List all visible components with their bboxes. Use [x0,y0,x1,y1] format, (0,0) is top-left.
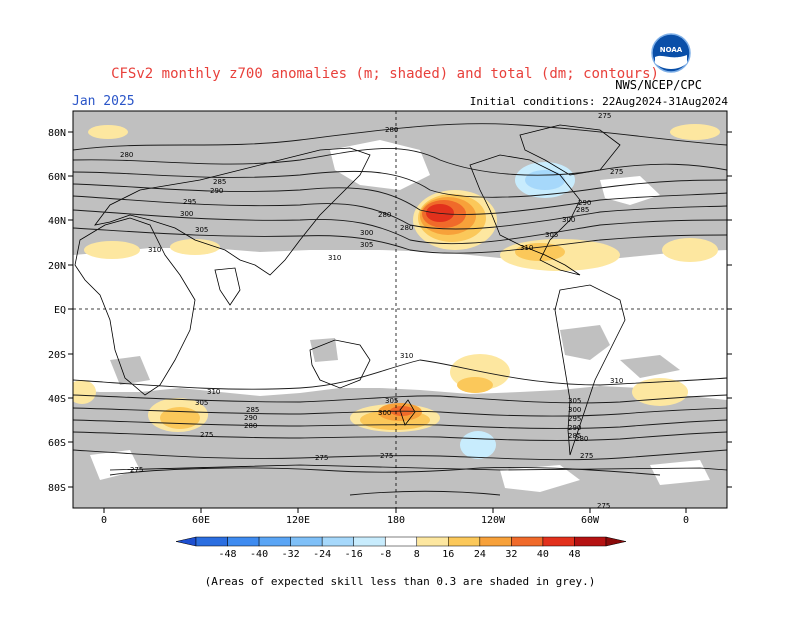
colorbar-swatch [227,536,260,547]
lon-label: 120E [286,515,310,526]
colorbar-swatch [511,536,544,547]
colorbar-tick-label: -40 [250,549,268,560]
svg-text:280: 280 [244,422,257,430]
svg-text:300: 300 [360,229,373,237]
colorbar-min-arrow [175,536,197,547]
lon-label: 60E [192,515,210,526]
svg-text:280: 280 [575,435,588,443]
chart-title: CFSv2 monthly z700 anomalies (m; shaded)… [111,66,659,82]
colorbar-tick-label: 16 [442,549,454,560]
svg-text:290: 290 [578,199,591,207]
lat-label: 20N [48,261,66,272]
colorbar-swatch [195,536,228,547]
colorbar-swatch [479,536,512,547]
svg-text:290: 290 [568,424,581,432]
initial-conditions: Initial conditions: 22Aug2024-31Aug2024 [469,95,728,108]
svg-text:305: 305 [568,397,581,405]
tropical-no-grey-band [73,248,727,400]
colorbar-swatch [258,536,291,547]
svg-text:280: 280 [378,211,391,219]
lon-label: 0 [683,515,689,526]
svg-text:295: 295 [183,198,196,206]
colorbar-tick-label: 32 [505,549,517,560]
svg-text:295: 295 [568,415,581,423]
colorbar-tick-label: -8 [379,549,391,560]
svg-text:310: 310 [207,388,220,396]
colorbar-swatch [542,536,575,547]
org-label: NWS/NCEP/CPC [615,78,702,92]
svg-text:305: 305 [385,397,398,405]
colorbar-tick-label: -16 [345,549,363,560]
svg-text:310: 310 [148,246,161,254]
lat-label: 60S [48,438,66,449]
svg-text:275: 275 [597,502,610,510]
lon-label: 0 [101,515,107,526]
svg-text:275: 275 [130,466,143,474]
colorbar-tick-label: 48 [568,549,580,560]
colorbar-max-arrow [605,536,627,547]
svg-text:310: 310 [520,244,533,252]
svg-text:275: 275 [315,454,328,462]
lon-label: 180 [387,515,405,526]
lon-label: 120W [481,515,506,526]
colorbar-tick-label: 40 [537,549,549,560]
lat-label: 60N [48,172,66,183]
svg-text:310: 310 [328,254,341,262]
svg-text:275: 275 [380,452,393,460]
colorbar-swatch [574,536,607,547]
svg-text:285: 285 [213,178,226,186]
colorbar-tick-label: -24 [313,549,331,560]
colorbar: -48 -40 -32 -24 -16 -8 8 16 24 32 40 48 [175,536,627,560]
colorbar-tick-label: -48 [219,549,237,560]
svg-text:290: 290 [210,187,223,195]
lon-label: 60W [581,515,600,526]
colorbar-swatch [448,536,481,547]
latitude-axis: 80N 60N 40N 20N EQ 20S 40S 60S 80S [48,128,732,494]
svg-text:285: 285 [568,432,581,440]
longitude-axis: 0 60E 120E 180 120W 60W 0 [101,508,689,526]
forecast-month: Jan 2025 [72,94,135,109]
svg-text:285: 285 [246,406,259,414]
footnote: (Areas of expected skill less than 0.3 a… [204,575,596,588]
lat-label: EQ [54,305,66,316]
svg-text:280: 280 [400,224,413,232]
svg-text:280: 280 [385,126,398,134]
svg-text:305: 305 [195,399,208,407]
colorbar-swatch [290,536,323,547]
colorbar-tick-label: 8 [414,549,420,560]
svg-text:300: 300 [568,406,581,414]
colorbar-swatch [321,536,354,547]
colorbar-swatch [384,536,418,547]
svg-text:280: 280 [120,151,133,159]
svg-text:275: 275 [598,112,611,120]
lat-label: 40S [48,394,66,405]
lat-label: 80S [48,483,66,494]
colorbar-tick-label: -32 [282,549,300,560]
lat-label: 20S [48,350,66,361]
svg-text:290: 290 [244,414,257,422]
svg-text:275: 275 [580,452,593,460]
svg-text:285: 285 [576,206,589,214]
colorbar-swatch [416,536,449,547]
svg-text:305: 305 [545,231,558,239]
svg-text:300: 300 [180,210,193,218]
lat-label: 80N [48,128,66,139]
svg-text:NOAA: NOAA [660,46,683,54]
svg-text:275: 275 [610,168,623,176]
svg-text:275: 275 [200,431,213,439]
svg-text:300: 300 [378,409,391,417]
svg-text:305: 305 [360,241,373,249]
noaa-logo-icon: NOAA [651,33,691,73]
svg-text:300: 300 [562,216,575,224]
lat-label: 40N [48,216,66,227]
colorbar-swatch [353,536,386,547]
svg-text:310: 310 [610,377,623,385]
svg-text:310: 310 [400,352,413,360]
colorbar-tick-label: 24 [474,549,486,560]
svg-text:305: 305 [195,226,208,234]
